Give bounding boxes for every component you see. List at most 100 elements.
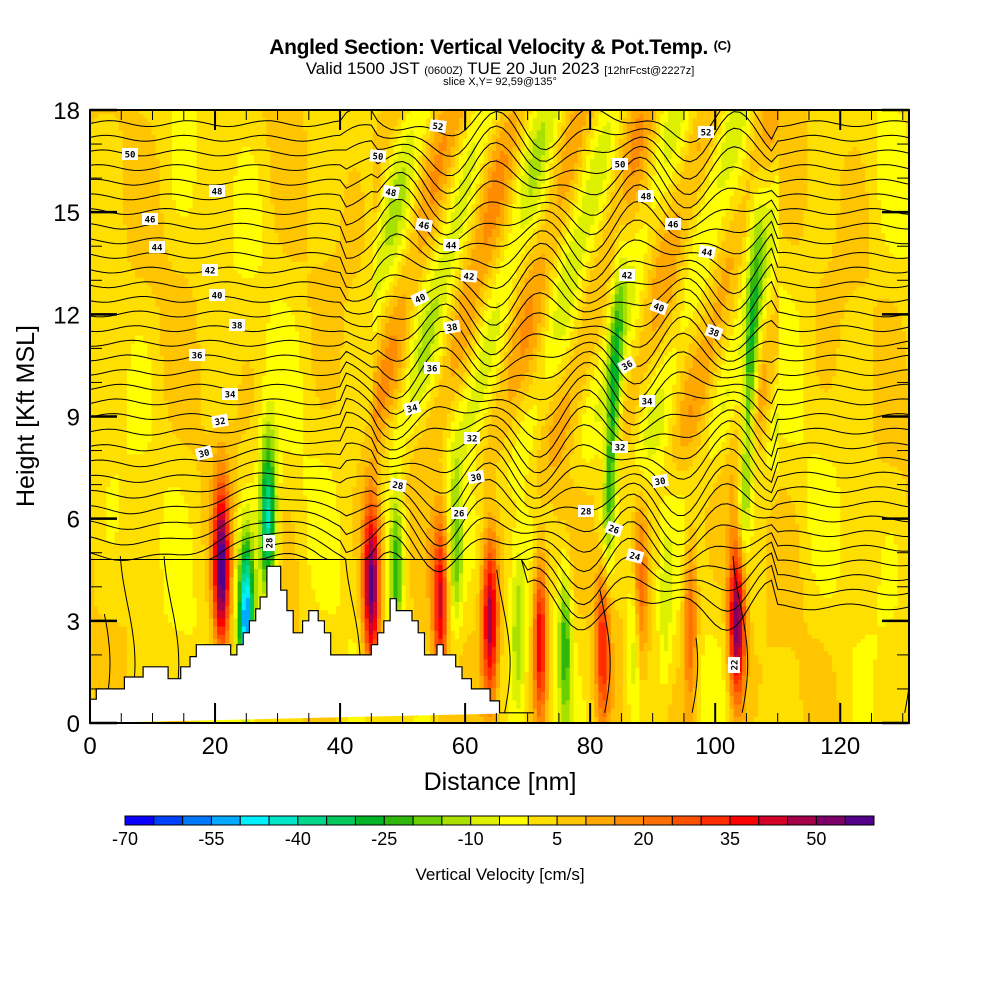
field-cell — [152, 487, 157, 492]
field-cell — [205, 623, 210, 628]
field-cell — [209, 163, 214, 168]
field-cell — [221, 274, 226, 279]
field-cell — [152, 159, 157, 164]
field-cell — [201, 577, 206, 582]
field-cell — [111, 401, 116, 406]
field-cell — [188, 573, 193, 578]
field-cell — [131, 561, 136, 566]
field-cell — [201, 561, 206, 566]
field-cell — [193, 188, 198, 193]
field-cell — [188, 614, 193, 619]
field-cell — [217, 233, 222, 238]
field-cell — [209, 561, 214, 566]
field-cell — [123, 438, 128, 443]
field-cell — [135, 274, 140, 279]
field-cell — [225, 118, 230, 123]
field-cell — [188, 643, 193, 648]
field-cell — [111, 659, 116, 664]
field-cell — [180, 315, 185, 320]
field-cell — [168, 331, 173, 336]
field-cell — [188, 586, 193, 591]
field-cell — [135, 442, 140, 447]
field-cell — [160, 352, 165, 357]
field-cell — [172, 200, 177, 205]
field-cell — [205, 258, 210, 263]
field-cell — [168, 418, 173, 423]
field-cell — [213, 467, 218, 472]
field-cell — [106, 270, 111, 275]
field-cell — [135, 573, 140, 578]
field-cell — [139, 327, 144, 332]
field-cell — [197, 249, 202, 254]
field-cell — [164, 118, 169, 123]
field-cell — [135, 549, 140, 554]
field-cell — [184, 434, 189, 439]
field-cell — [111, 233, 116, 238]
field-cell — [197, 336, 202, 341]
field-cell — [102, 233, 107, 238]
field-cell — [205, 126, 210, 131]
field-cell — [193, 323, 198, 328]
field-cell — [180, 532, 185, 537]
field-cell — [115, 389, 120, 394]
field-cell — [135, 623, 140, 628]
field-cell — [143, 188, 148, 193]
field-cell — [119, 229, 124, 234]
field-cell — [147, 377, 152, 382]
field-cell — [164, 155, 169, 160]
field-cell — [221, 114, 226, 119]
field-cell — [98, 471, 103, 476]
field-cell — [164, 319, 169, 324]
field-cell — [152, 614, 157, 619]
field-cell — [197, 147, 202, 152]
field-cell — [160, 627, 165, 632]
field-cell — [98, 303, 103, 308]
field-cell — [143, 319, 148, 324]
field-cell — [184, 541, 189, 546]
field-cell — [205, 606, 210, 611]
field-cell — [193, 602, 198, 607]
field-cell — [209, 582, 214, 587]
field-cell — [160, 454, 165, 459]
field-cell — [209, 438, 214, 443]
field-cell — [139, 659, 144, 664]
field-cell — [221, 541, 226, 546]
field-cell — [143, 315, 148, 320]
field-cell — [115, 319, 120, 324]
field-cell — [123, 553, 128, 558]
field-cell — [197, 618, 202, 623]
field-cell — [184, 594, 189, 599]
field-cell — [98, 643, 103, 648]
field-cell — [131, 356, 136, 361]
field-cell — [127, 471, 132, 476]
field-cell — [184, 282, 189, 287]
field-cell — [127, 549, 132, 554]
field-cell — [184, 454, 189, 459]
field-cell — [184, 577, 189, 582]
field-cell — [209, 606, 214, 611]
field-cell — [201, 422, 206, 427]
field-cell — [168, 200, 173, 205]
field-cell — [176, 159, 181, 164]
field-cell — [193, 229, 198, 234]
field-cell — [147, 172, 152, 177]
field-cell — [111, 176, 116, 181]
field-cell — [115, 577, 120, 582]
field-cell — [115, 680, 120, 685]
field-cell — [139, 561, 144, 566]
field-cell — [111, 122, 116, 127]
field-cell — [164, 323, 169, 328]
field-cell — [213, 549, 218, 554]
field-cell — [106, 176, 111, 181]
field-cell — [94, 315, 99, 320]
field-cell — [217, 381, 222, 386]
field-cell — [119, 139, 124, 144]
field-cell — [135, 475, 140, 480]
field-cell — [94, 532, 99, 537]
field-cell — [131, 372, 136, 377]
field-cell — [188, 319, 193, 324]
field-cell — [94, 635, 99, 640]
field-cell — [127, 344, 132, 349]
field-cell — [188, 217, 193, 222]
field-cell — [176, 528, 181, 533]
